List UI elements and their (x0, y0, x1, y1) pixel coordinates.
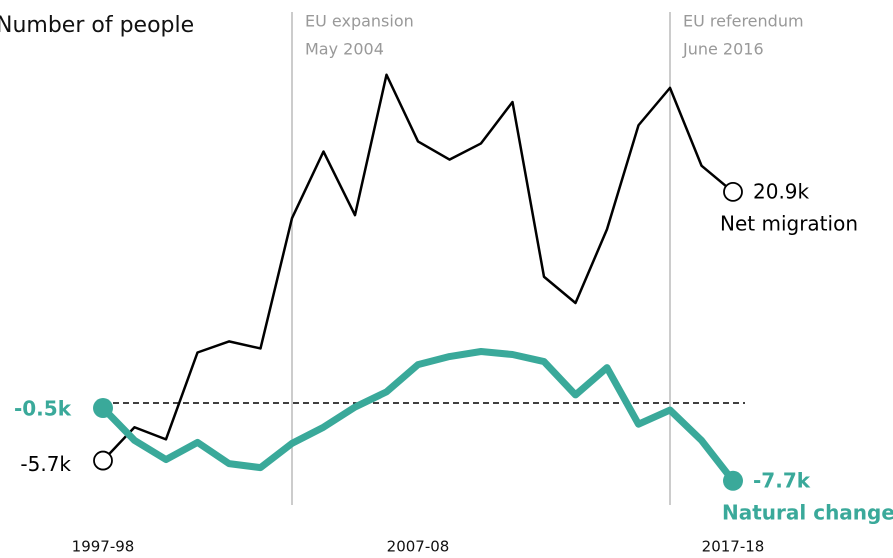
end-marker (93, 398, 113, 419)
event-label: EU expansion (305, 12, 414, 31)
x-tick-label: 1997-98 (72, 538, 135, 556)
chart-title: Number of people (0, 13, 194, 38)
end-marker (93, 450, 113, 471)
series-line (101, 73, 735, 462)
x-tick-label: 2017-18 (702, 538, 765, 556)
series-name: Net migration (720, 211, 858, 235)
series-name: Natural change (722, 500, 893, 524)
series-line (99, 347, 737, 485)
event-label: June 2016 (682, 40, 764, 59)
value-label: -5.7k (20, 452, 71, 476)
end-marker (723, 470, 743, 491)
end-marker (723, 182, 743, 202)
event-label: May 2004 (305, 40, 384, 59)
value-label: -0.5k (14, 397, 72, 421)
event-label: EU referendum (683, 12, 804, 31)
x-tick-label: 2007-08 (387, 538, 450, 556)
value-label: -7.7k (753, 468, 811, 492)
value-label: 20.9k (753, 179, 810, 203)
